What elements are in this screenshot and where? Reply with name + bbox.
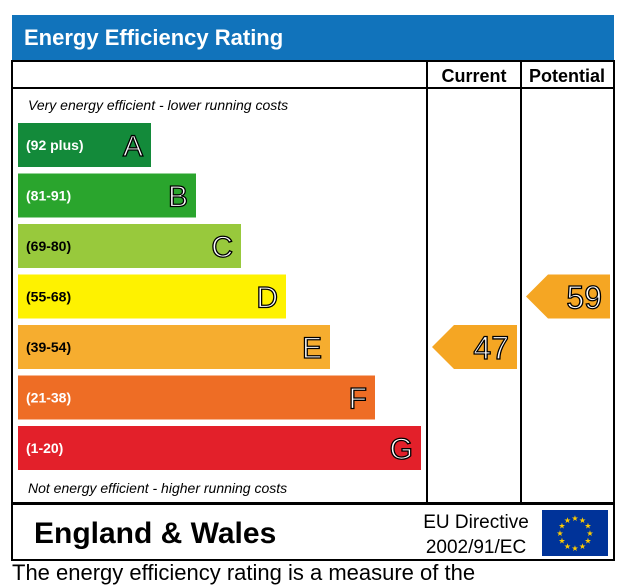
band-e xyxy=(18,325,330,369)
footer-fragment: The energy efficiency rating is a measur… xyxy=(12,560,476,585)
band-a xyxy=(18,123,151,167)
current-rating-value: 47 xyxy=(473,330,509,366)
eu-star-icon: ★ xyxy=(584,537,591,546)
eu-star-icon: ★ xyxy=(558,537,565,546)
band-c-letter: C xyxy=(211,231,233,264)
region-label: England & Wales xyxy=(34,517,276,550)
band-c xyxy=(18,224,241,268)
rating-arrows: 47 59 xyxy=(432,274,610,369)
band-b-range: (81-91) xyxy=(26,188,71,204)
band-e-range: (39-54) xyxy=(26,339,71,355)
band-b-letter: B xyxy=(168,181,188,214)
eu-star-icon: ★ xyxy=(556,529,563,538)
eu-star-icon: ★ xyxy=(571,544,578,553)
directive-line-1: EU Directive xyxy=(423,512,529,533)
eu-star-icon: ★ xyxy=(571,514,578,523)
band-g xyxy=(18,426,421,470)
eu-star-icon: ★ xyxy=(564,542,571,551)
top-note: Very energy efficient - lower running co… xyxy=(28,97,288,113)
band-a-letter: A xyxy=(123,130,143,163)
eu-star-icon: ★ xyxy=(579,542,586,551)
band-f-letter: F xyxy=(349,383,367,416)
band-d-range: (55-68) xyxy=(26,289,71,305)
potential-rating-value: 59 xyxy=(566,280,602,316)
band-a-range: (92 plus) xyxy=(26,137,84,153)
band-d xyxy=(18,274,286,319)
energy-rating-chart: Energy Efficiency Rating Current Potenti… xyxy=(11,15,615,561)
bottom-frame xyxy=(11,503,615,561)
eu-star-icon: ★ xyxy=(564,516,571,525)
band-e-letter: E xyxy=(302,332,322,365)
band-g-letter: G xyxy=(390,433,413,466)
column-header-potential: Potential xyxy=(529,66,605,86)
band-f-range: (21-38) xyxy=(26,390,71,406)
eu-star-icon: ★ xyxy=(584,522,591,531)
band-g-range: (1-20) xyxy=(26,440,63,456)
band-b xyxy=(18,173,196,218)
band-c-range: (69-80) xyxy=(26,238,71,254)
eu-star-icon: ★ xyxy=(579,516,586,525)
eu-star-icon: ★ xyxy=(586,529,593,538)
chart-title: Energy Efficiency Rating xyxy=(24,25,283,50)
eu-star-icon: ★ xyxy=(558,522,565,531)
title-bar xyxy=(12,15,614,61)
band-f xyxy=(18,375,375,420)
band-d-letter: D xyxy=(256,282,278,315)
potential-arrow xyxy=(526,274,610,319)
rating-bands: (92 plus) A (81-91) B (69-80) C (55-68) D (39-54… xyxy=(18,123,421,470)
current-arrow xyxy=(432,325,517,369)
directive-line-2: 2002/91/EC xyxy=(426,537,526,558)
eu-flag-icon: ★ ★★★★★★★★★★★ xyxy=(542,510,608,556)
column-header-current: Current xyxy=(441,66,506,86)
bottom-note: Not energy efficient - higher running co… xyxy=(28,480,287,496)
